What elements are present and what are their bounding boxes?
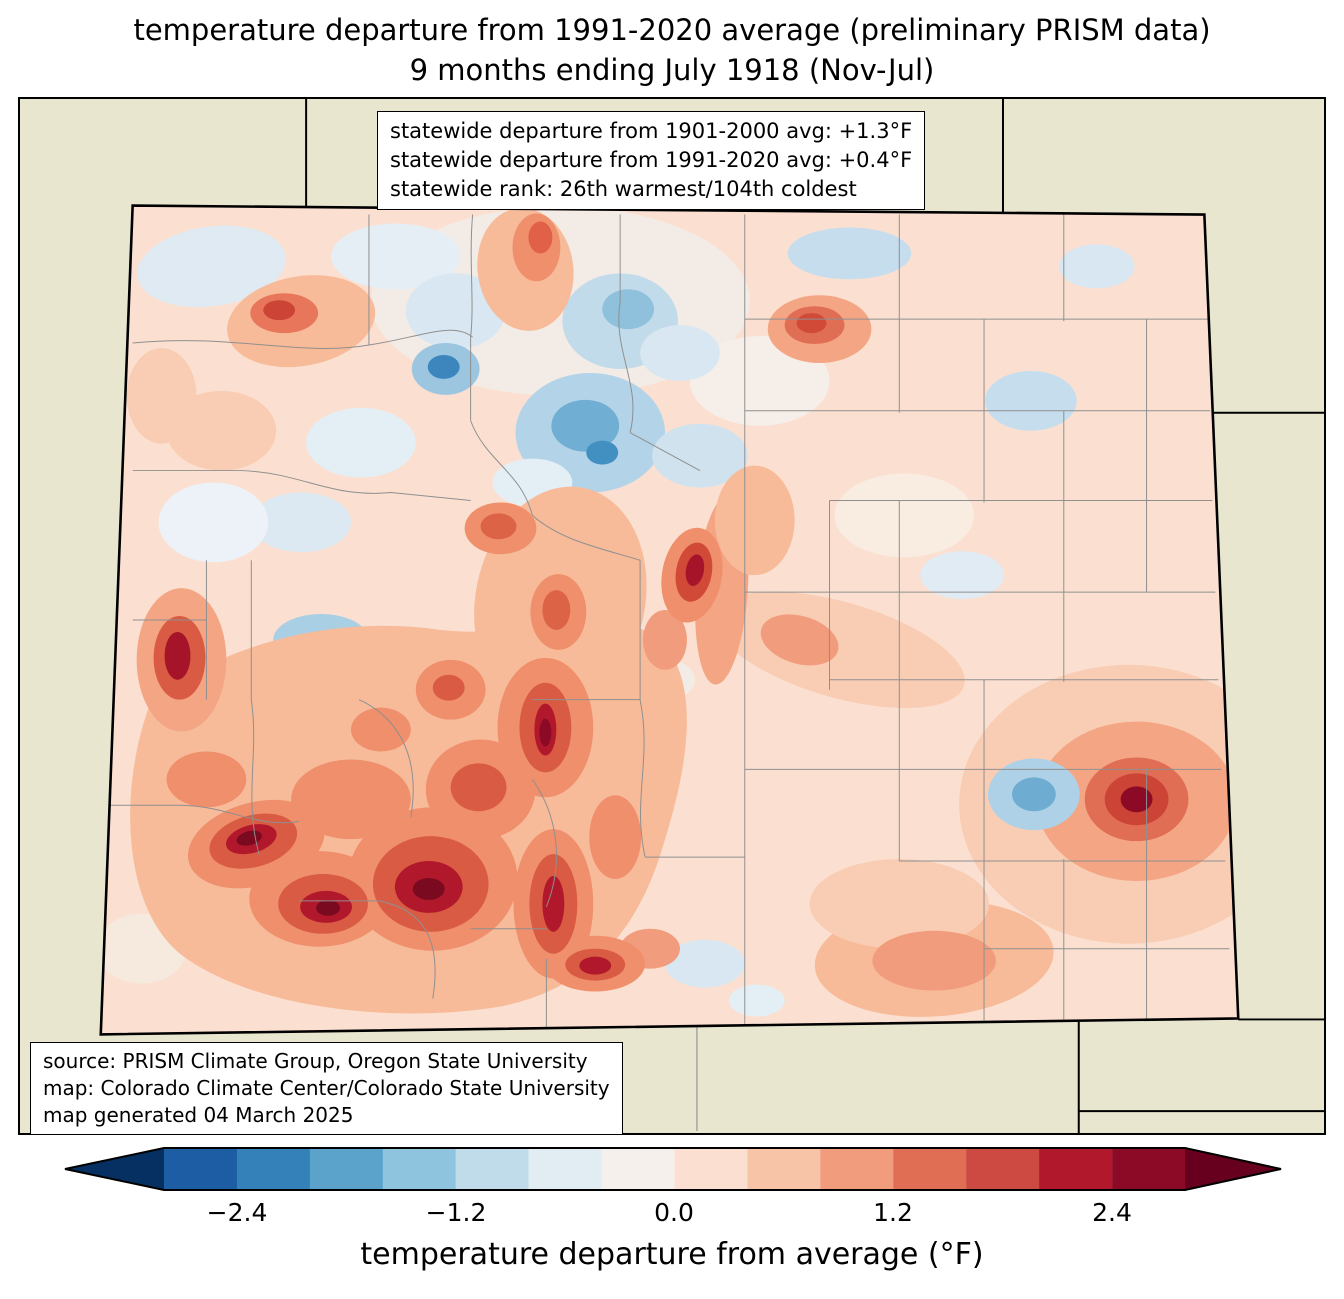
credit-line-2: map: Colorado Climate Center/Colorado St… bbox=[43, 1076, 610, 1100]
tick-neg-1-2: −1.2 bbox=[425, 1198, 487, 1227]
credit-line-1: source: PRISM Climate Group, Oregon Stat… bbox=[43, 1049, 588, 1073]
state-border bbox=[99, 204, 1240, 1036]
colorbar bbox=[64, 1147, 1282, 1191]
tick-neg-2-4: −2.4 bbox=[206, 1198, 268, 1227]
colorbar-axis-label: temperature departure from average (°F) bbox=[360, 1237, 984, 1272]
stats-line-3: statewide rank: 26th warmest/104th colde… bbox=[390, 177, 857, 201]
tick-1-2: 1.2 bbox=[873, 1198, 913, 1227]
title-line-2: 9 months ending July 1918 (Nov-Jul) bbox=[409, 53, 935, 87]
stats-line-1: statewide departure from 1901-2000 avg: … bbox=[390, 119, 913, 143]
temperature-contours bbox=[100, 206, 1239, 1031]
county-lines bbox=[100, 214, 1230, 1031]
colorbar-outline bbox=[64, 1147, 1282, 1191]
colorbar-over-arrow bbox=[1185, 1148, 1281, 1190]
colorado-anomaly-map bbox=[20, 99, 1324, 1133]
map-axes bbox=[18, 97, 1326, 1135]
tick-2-4: 2.4 bbox=[1092, 1198, 1132, 1227]
credit-line-3: map generated 04 March 2025 bbox=[43, 1103, 354, 1127]
stats-line-2: statewide departure from 1991-2020 avg: … bbox=[390, 148, 913, 172]
colorbar-segments bbox=[164, 1148, 1186, 1190]
figure-title: temperature departure from 1991-2020 ave… bbox=[0, 10, 1344, 90]
tick-0-0: 0.0 bbox=[654, 1198, 694, 1227]
colorbar-tick-labels: −2.4 −1.2 0.0 1.2 2.4 bbox=[0, 1198, 1344, 1232]
source-credit-box: source: PRISM Climate Group, Oregon Stat… bbox=[30, 1042, 623, 1135]
colorbar-under-arrow bbox=[65, 1148, 164, 1190]
title-line-1: temperature departure from 1991-2020 ave… bbox=[133, 13, 1211, 47]
statewide-stats-box: statewide departure from 1901-2000 avg: … bbox=[377, 111, 926, 210]
neighbor-state-borders bbox=[305, 99, 1324, 1133]
